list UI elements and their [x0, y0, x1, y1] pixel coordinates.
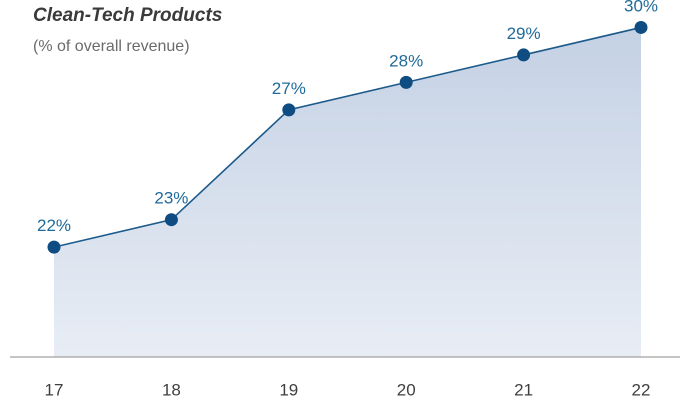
data-label: 28%: [389, 51, 423, 70]
x-tick-label: 17: [45, 380, 64, 399]
data-label: 22%: [37, 216, 71, 235]
data-label: 30%: [624, 0, 658, 15]
data-label: 29%: [507, 24, 541, 43]
data-point: [164, 213, 178, 227]
x-tick-label: 18: [162, 380, 181, 399]
x-tick-label: 21: [514, 380, 533, 399]
data-point: [282, 103, 296, 117]
chart-title: Clean-Tech Products: [33, 5, 223, 26]
data-point: [517, 48, 531, 62]
data-label: 23%: [154, 189, 188, 208]
series-line: [53, 26, 642, 248]
data-point: [47, 240, 61, 254]
x-tick-label: 19: [279, 380, 298, 399]
data-point: [399, 75, 413, 89]
data-point: [634, 20, 648, 34]
chart-subtitle: (% of overall revenue): [33, 38, 190, 55]
data-label: 27%: [272, 79, 306, 98]
area-fill: [54, 27, 641, 357]
x-tick-label: 20: [397, 380, 416, 399]
x-tick-label: 22: [632, 380, 651, 399]
